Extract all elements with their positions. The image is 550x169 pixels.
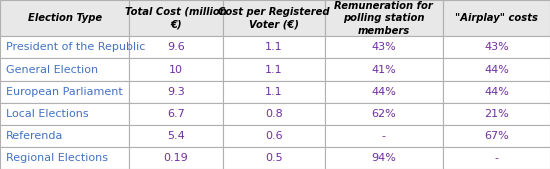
Bar <box>324 58 443 81</box>
Bar <box>443 125 550 147</box>
Text: 62%: 62% <box>371 109 396 119</box>
Text: 0.5: 0.5 <box>265 153 283 163</box>
Bar <box>0 81 129 103</box>
Bar <box>0 0 129 36</box>
Bar <box>129 103 223 125</box>
Bar <box>0 125 129 147</box>
Bar <box>0 147 129 169</box>
Text: Election Type: Election Type <box>28 13 102 23</box>
Bar <box>443 58 550 81</box>
Text: 43%: 43% <box>484 42 509 52</box>
Bar <box>223 0 324 36</box>
Text: "Airplay" costs: "Airplay" costs <box>455 13 538 23</box>
Text: 44%: 44% <box>371 87 396 97</box>
Text: Remuneration for
polling station
members: Remuneration for polling station members <box>334 1 433 35</box>
Bar <box>443 0 550 36</box>
Text: Total Cost (million
€): Total Cost (million €) <box>125 7 227 29</box>
Text: 9.3: 9.3 <box>167 87 185 97</box>
Text: 94%: 94% <box>371 153 396 163</box>
Text: General Election: General Election <box>6 65 98 75</box>
Text: 0.8: 0.8 <box>265 109 283 119</box>
Text: 41%: 41% <box>371 65 396 75</box>
Bar <box>129 81 223 103</box>
Bar <box>324 0 443 36</box>
Bar <box>324 36 443 58</box>
Text: Referenda: Referenda <box>6 131 63 141</box>
Text: 6.7: 6.7 <box>167 109 185 119</box>
Text: 1.1: 1.1 <box>265 87 283 97</box>
Text: 21%: 21% <box>484 109 509 119</box>
Bar <box>129 147 223 169</box>
Bar <box>443 147 550 169</box>
Text: 43%: 43% <box>371 42 396 52</box>
Bar <box>223 125 324 147</box>
Bar <box>129 125 223 147</box>
Bar <box>324 81 443 103</box>
Bar <box>443 103 550 125</box>
Bar <box>324 147 443 169</box>
Text: 0.6: 0.6 <box>265 131 283 141</box>
Text: 1.1: 1.1 <box>265 65 283 75</box>
Text: 1.1: 1.1 <box>265 42 283 52</box>
Text: -: - <box>494 153 498 163</box>
Bar <box>223 81 324 103</box>
Bar <box>324 125 443 147</box>
Text: European Parliament: European Parliament <box>6 87 122 97</box>
Text: Local Elections: Local Elections <box>6 109 88 119</box>
Bar <box>443 81 550 103</box>
Bar <box>0 36 129 58</box>
Text: 67%: 67% <box>484 131 509 141</box>
Text: Cost per Registered
Voter (€): Cost per Registered Voter (€) <box>218 7 329 29</box>
Text: -: - <box>382 131 386 141</box>
Text: 5.4: 5.4 <box>167 131 185 141</box>
Bar <box>223 58 324 81</box>
Bar <box>129 0 223 36</box>
Text: 44%: 44% <box>484 65 509 75</box>
Text: 44%: 44% <box>484 87 509 97</box>
Bar <box>324 103 443 125</box>
Bar <box>129 58 223 81</box>
Bar <box>443 36 550 58</box>
Text: President of the Republic: President of the Republic <box>6 42 145 52</box>
Text: 9.6: 9.6 <box>167 42 185 52</box>
Bar <box>223 36 324 58</box>
Bar <box>0 103 129 125</box>
Text: 10: 10 <box>169 65 183 75</box>
Text: 0.19: 0.19 <box>164 153 188 163</box>
Bar <box>223 147 324 169</box>
Bar <box>129 36 223 58</box>
Text: Regional Elections: Regional Elections <box>6 153 107 163</box>
Bar <box>0 58 129 81</box>
Bar <box>223 103 324 125</box>
